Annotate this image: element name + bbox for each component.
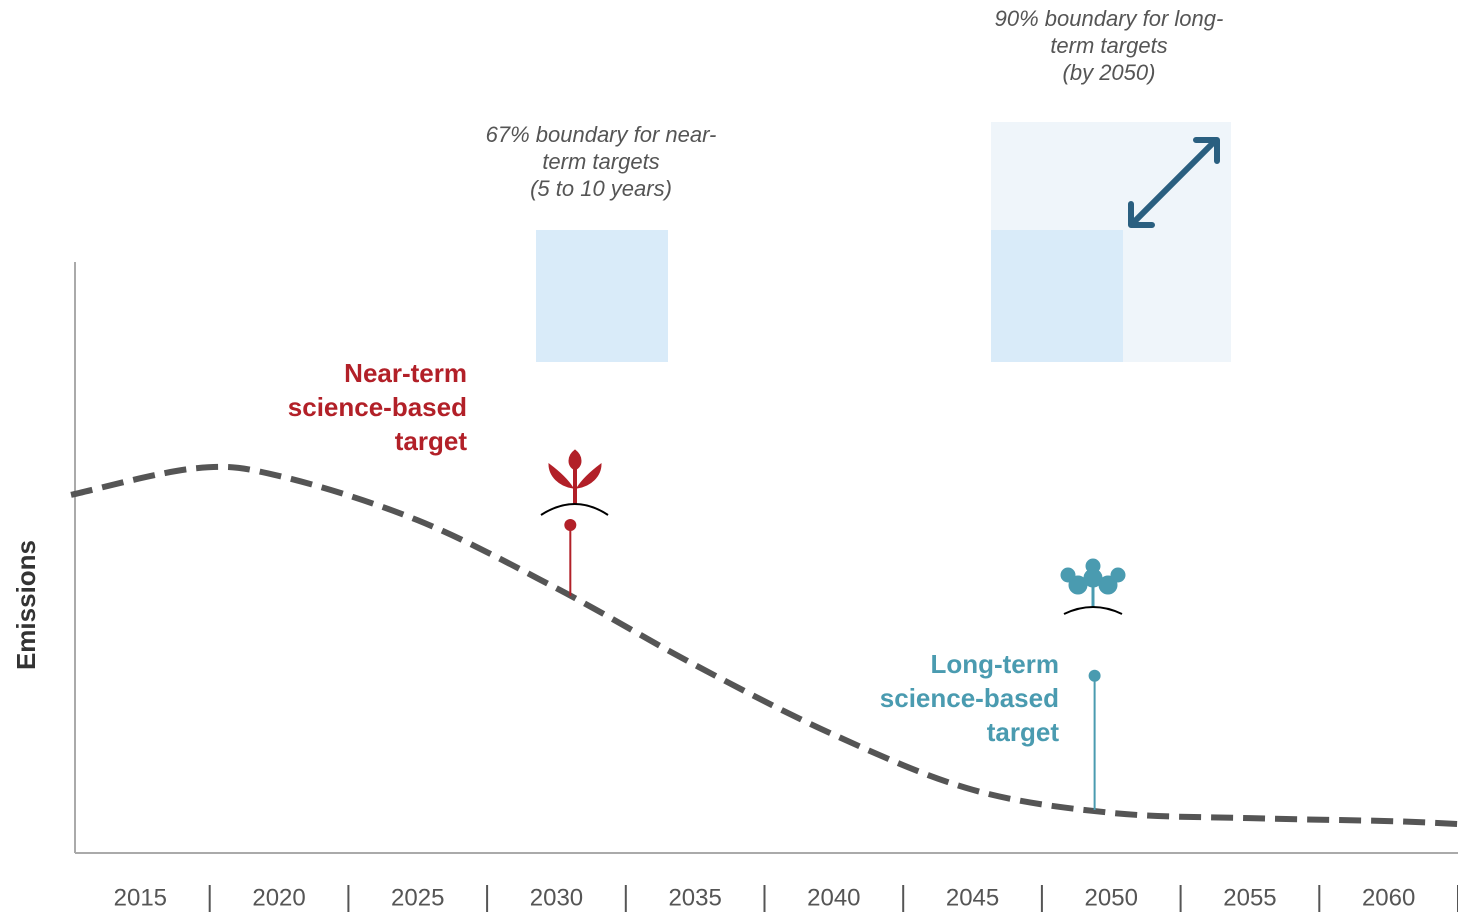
- target-label: Near-term: [344, 358, 467, 388]
- y-axis-label: Emissions: [11, 540, 41, 670]
- boundary-caption: 67% boundary for near-: [486, 122, 717, 147]
- x-tick-label: 2045: [946, 884, 999, 911]
- boundary-caption: 90% boundary for long-: [995, 6, 1224, 31]
- boundary-caption: term targets: [1050, 33, 1167, 58]
- target-dot: [1088, 669, 1101, 682]
- boundary-caption: term targets: [542, 149, 659, 174]
- sapling-icon: [540, 449, 609, 516]
- x-tick-label: 2025: [391, 884, 444, 911]
- x-tick-label: 2040: [807, 884, 860, 911]
- x-tick-label: 2055: [1223, 884, 1276, 911]
- x-tick-label: 2060: [1362, 884, 1415, 911]
- target-label: science-based: [880, 683, 1059, 713]
- target-label: target: [395, 426, 468, 456]
- near-term-box: [536, 230, 668, 362]
- boundary-caption: (5 to 10 years): [530, 176, 672, 201]
- x-tick-label: 2015: [114, 884, 167, 911]
- target-label: target: [987, 717, 1060, 747]
- target-dot: [564, 518, 577, 531]
- long-term-inner-box: [991, 230, 1123, 362]
- emissions-line: [70, 463, 1458, 828]
- x-tick-label: 2030: [530, 884, 583, 911]
- double-arrow: [1128, 137, 1220, 228]
- target-label: Long-term: [930, 649, 1059, 679]
- x-tick-label: 2050: [1085, 884, 1138, 911]
- x-tick-label: 2020: [252, 884, 305, 911]
- tree-icon: [1060, 558, 1126, 615]
- boundary-caption: (by 2050): [1063, 60, 1156, 85]
- x-tick-label: 2035: [668, 884, 721, 911]
- target-label: science-based: [288, 392, 467, 422]
